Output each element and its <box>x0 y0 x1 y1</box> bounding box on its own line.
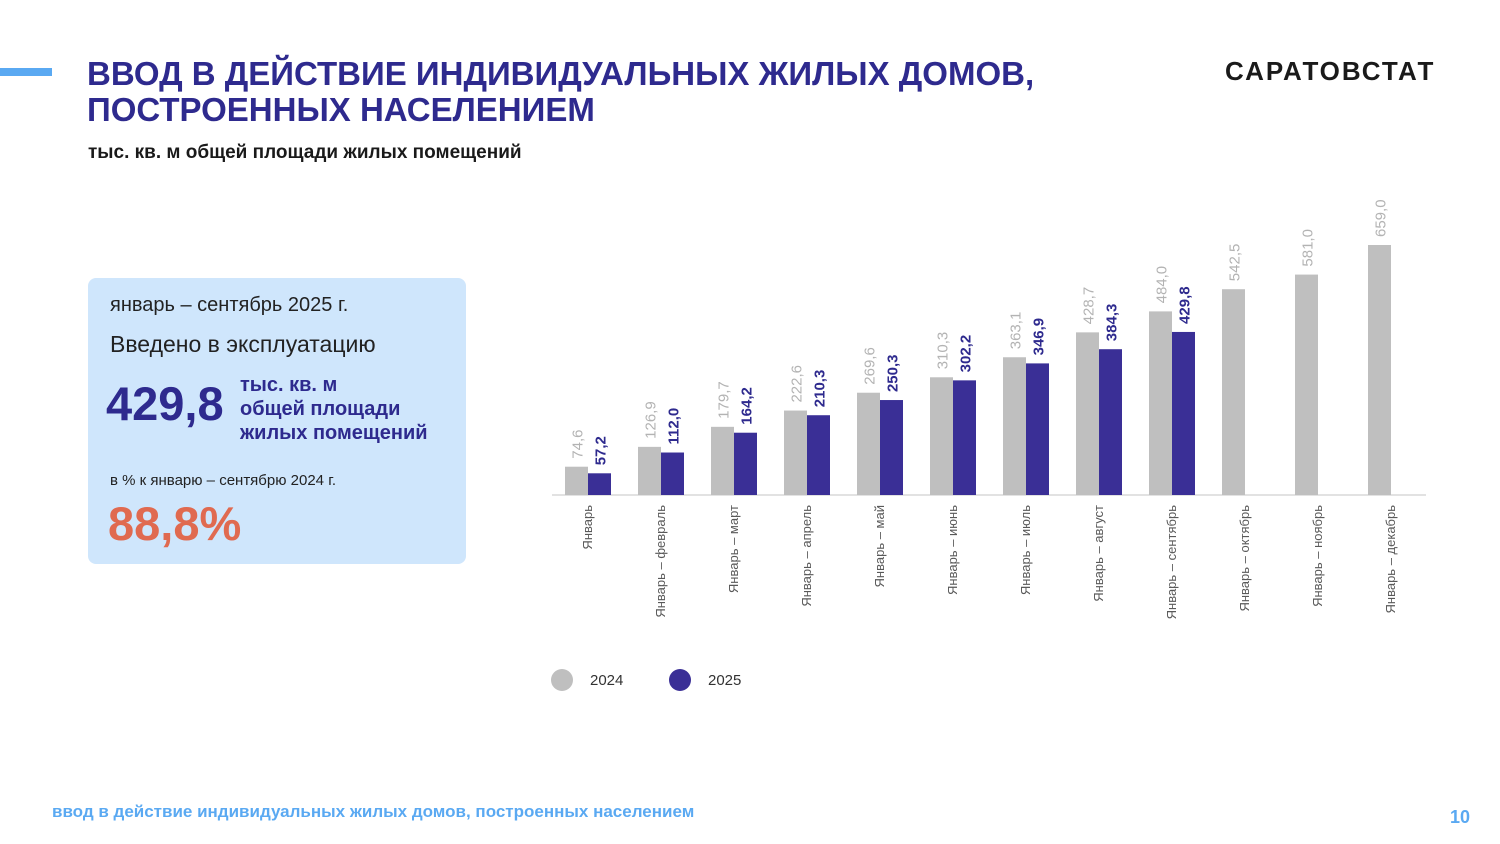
bar-2024-9 <box>1222 289 1245 495</box>
data-label-2024-0: 74,6 <box>570 429 587 458</box>
page-number: 10 <box>1450 807 1471 827</box>
chart-subtitle: тыс. кв. м общей площади жилых помещений <box>88 142 522 163</box>
data-label-2024-11: 659,0 <box>1373 199 1390 237</box>
legend-marker-2025 <box>669 669 691 691</box>
data-label-2024-1: 126,9 <box>643 401 660 439</box>
bar-2024-11 <box>1368 245 1391 495</box>
page-title: ВВОД В ДЕЙСТВИЕ ИНДИВИДУАЛЬНЫХ ЖИЛЫХ ДОМ… <box>87 56 1147 128</box>
category-label-5: Январь – июнь <box>945 505 960 595</box>
bar-2025-5 <box>953 380 976 495</box>
card-label: Введено в эксплуатацию <box>110 331 376 357</box>
bar-2025-3 <box>807 415 830 495</box>
bar-2025-4 <box>880 400 903 495</box>
category-label-9: Январь – октябрь <box>1237 505 1252 612</box>
data-label-2025-4: 250,3 <box>885 354 902 392</box>
bar-2024-4 <box>857 392 880 495</box>
category-label-6: Январь – июль <box>1018 505 1033 595</box>
brand-logo: САРАТОВСТАТ <box>1225 56 1436 86</box>
bar-chart: 74,6 57,2 Январь 126,9 112,0 Январь – февраль… <box>551 199 1426 691</box>
title-line-2: ПОСТРОЕННЫХ НАСЕЛЕНИЕМ <box>87 91 595 128</box>
bar-2025-7 <box>1099 349 1122 495</box>
bar-2025-8 <box>1172 331 1195 495</box>
bar-2024-6 <box>1003 357 1026 495</box>
data-label-2024-9: 542,5 <box>1227 244 1244 282</box>
accent-line <box>0 68 52 76</box>
data-label-2024-4: 269,6 <box>862 347 879 385</box>
category-label-7: Январь – август <box>1091 505 1106 602</box>
data-label-2024-7: 428,7 <box>1081 287 1098 325</box>
bar-2024-8 <box>1149 311 1172 495</box>
data-label-2024-3: 222,6 <box>789 365 806 403</box>
data-label-2025-1: 112,0 <box>666 408 683 445</box>
legend-marker-2024 <box>551 669 573 691</box>
data-label-2025-5: 302,2 <box>958 335 975 373</box>
bar-2025-2 <box>734 432 757 495</box>
summary-card: январь – сентябрь 2025 г. Введено в эксп… <box>88 278 466 564</box>
card-unit: тыс. кв. м общей площади жилых помещений <box>240 373 460 445</box>
card-unit-line-1: тыс. кв. м <box>240 374 338 396</box>
bar-2025-0 <box>588 473 611 495</box>
card-compare-label: в % к январю – сентябрю 2024 г. <box>110 472 337 489</box>
card-percent: 88,8% <box>108 497 242 550</box>
data-label-2024-2: 179,7 <box>716 381 733 419</box>
card-unit-line-2: общей площади <box>240 398 401 420</box>
legend-label-2025: 2025 <box>708 672 741 689</box>
bar-2024-7 <box>1076 332 1099 495</box>
bar-2025-1 <box>661 452 684 495</box>
bar-2025-6 <box>1026 363 1049 495</box>
footer-text: ввод в действие индивидуальных жилых дом… <box>52 802 695 821</box>
category-label-3: Январь – апрель <box>799 505 814 607</box>
data-label-2025-3: 210,3 <box>812 370 829 408</box>
data-label-2025-6: 346,9 <box>1031 318 1048 356</box>
category-label-11: Январь – декабрь <box>1383 505 1398 614</box>
data-label-2024-5: 310,3 <box>935 332 952 370</box>
data-label-2024-8: 484,0 <box>1154 266 1171 304</box>
category-label-0: Январь <box>580 505 595 550</box>
bar-2024-10 <box>1295 274 1318 495</box>
bar-2024-5 <box>930 377 953 495</box>
category-label-10: Январь – ноябрь <box>1310 505 1325 607</box>
data-label-2024-10: 581,0 <box>1300 229 1317 267</box>
category-label-1: Январь – февраль <box>653 505 668 618</box>
card-value: 429,8 <box>106 377 224 430</box>
data-label-2025-2: 164,2 <box>739 387 756 425</box>
data-label-2025-8: 429,8 <box>1177 286 1194 324</box>
category-label-8: Январь – сентябрь <box>1164 505 1179 620</box>
category-label-4: Январь – май <box>872 505 887 587</box>
data-label-2024-6: 363,1 <box>1008 312 1025 350</box>
bar-2024-3 <box>784 410 807 495</box>
bar-2024-0 <box>565 466 588 495</box>
bar-2024-2 <box>711 426 734 495</box>
legend-label-2024: 2024 <box>590 672 623 689</box>
data-label-2025-7: 384,3 <box>1104 304 1121 342</box>
title-line-1: ВВОД В ДЕЙСТВИЕ ИНДИВИДУАЛЬНЫХ ЖИЛЫХ ДОМ… <box>87 55 1035 92</box>
category-label-2: Январь – март <box>726 505 741 593</box>
data-label-2025-0: 57,2 <box>593 436 610 465</box>
card-period: январь – сентябрь 2025 г. <box>110 294 349 316</box>
bar-2024-1 <box>638 446 661 495</box>
card-unit-line-3: жилых помещений <box>240 422 428 444</box>
